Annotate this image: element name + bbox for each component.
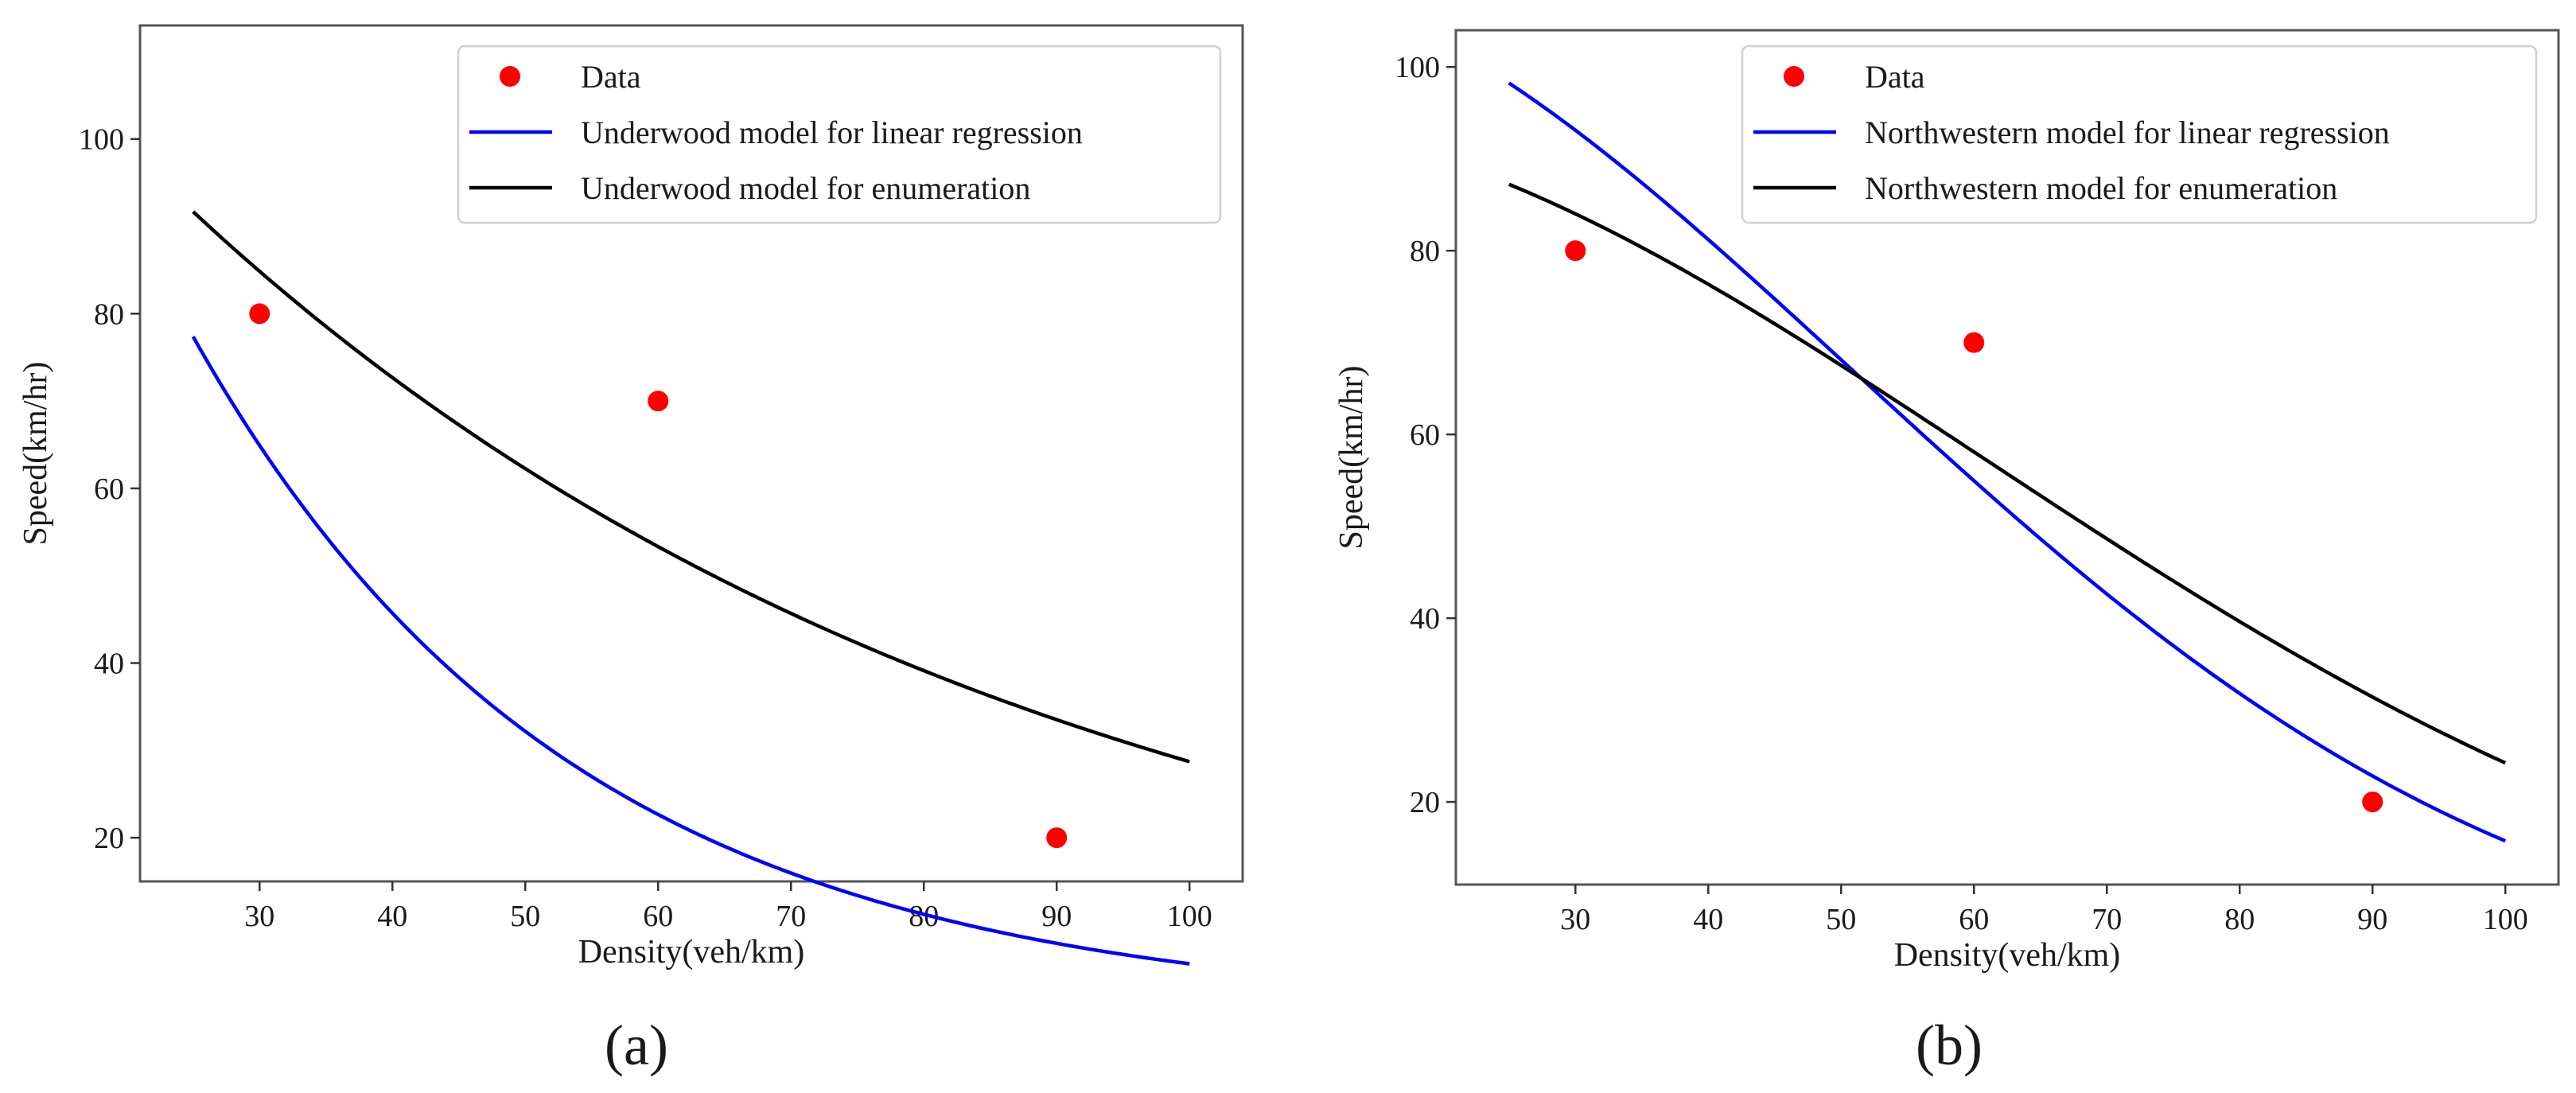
y-tick-label: 20 (94, 822, 124, 855)
x-axis-label: Density(veh/km) (1894, 937, 2121, 974)
y-tick-label: 80 (1410, 235, 1440, 268)
legend-label: Underwood model for linear regression (581, 115, 1083, 150)
legend-marker (1784, 66, 1804, 87)
x-tick-label: 70 (776, 900, 806, 933)
x-tick-label: 30 (244, 900, 274, 933)
data-point (1046, 827, 1068, 849)
legend-label: Northwestern model for enumeration (1865, 170, 2337, 206)
data-point (2362, 792, 2383, 813)
y-tick-label: 40 (94, 648, 124, 681)
series-line-enumeration (1508, 182, 2507, 765)
x-tick-label: 30 (1560, 903, 1590, 936)
x-tick-label: 60 (643, 900, 673, 933)
plot-frame (1454, 29, 2560, 886)
x-tick-label: 50 (1826, 903, 1856, 936)
data-point (1963, 332, 1985, 353)
x-tick-label: 90 (1041, 900, 1072, 933)
x-tick-label: 90 (2357, 903, 2387, 936)
y-tick-label: 60 (1410, 418, 1440, 452)
x-tick-label: 40 (1693, 903, 1723, 936)
x-tick-label: 70 (2092, 903, 2122, 936)
legend: Data Underwood model for linear regressio… (457, 45, 1222, 224)
y-tick-label: 20 (1410, 786, 1440, 819)
panel-label: (a) (605, 1013, 668, 1077)
y-axis-label: Speed(km/hr) (1333, 366, 1370, 550)
x-tick-label: 80 (2224, 903, 2255, 936)
series-line-linear-regression (1508, 81, 2507, 843)
series-line-linear-regression (191, 336, 1190, 966)
x-tick-label: 40 (377, 900, 407, 933)
legend-marker (500, 66, 520, 87)
x-tick-label: 60 (1959, 903, 1989, 936)
x-axis-label: Density(veh/km) (578, 934, 805, 970)
y-tick-label: 40 (1410, 602, 1440, 636)
x-tick-label: 100 (2483, 903, 2528, 936)
series-line-enumeration (192, 210, 1190, 764)
legend-label: Underwood model for enumeration (581, 170, 1030, 206)
plot-frame (138, 24, 1244, 883)
y-tick-label: 100 (1395, 51, 1440, 84)
y-axis-label: Speed(km/hr) (18, 362, 54, 546)
y-tick-label: 80 (94, 298, 124, 331)
legend-box (1741, 45, 2538, 224)
data-point (249, 303, 270, 325)
panel-label: (b) (1916, 1013, 1983, 1077)
legend: Data Northwestern model for linear regres… (1741, 45, 2538, 224)
data-point (648, 391, 669, 412)
x-tick-label: 50 (510, 900, 540, 933)
x-tick-label: 100 (1167, 900, 1212, 933)
legend-label: Data (1865, 59, 1925, 95)
legend-label: Data (581, 59, 641, 95)
data-point (1565, 240, 1586, 262)
y-tick-label: 100 (79, 123, 124, 157)
y-tick-label: 60 (94, 473, 124, 506)
chart-panel-b: 30 40 50 60 70 80 90 100 20 40 60 80 100 Density(veh/… (1333, 29, 2560, 1077)
chart-panel-a: 30 40 50 60 70 80 90 10020406080100Density(veh/… (18, 24, 1244, 1077)
legend-box (457, 45, 1222, 224)
legend-label: Northwestern model for linear regression (1865, 115, 2390, 150)
